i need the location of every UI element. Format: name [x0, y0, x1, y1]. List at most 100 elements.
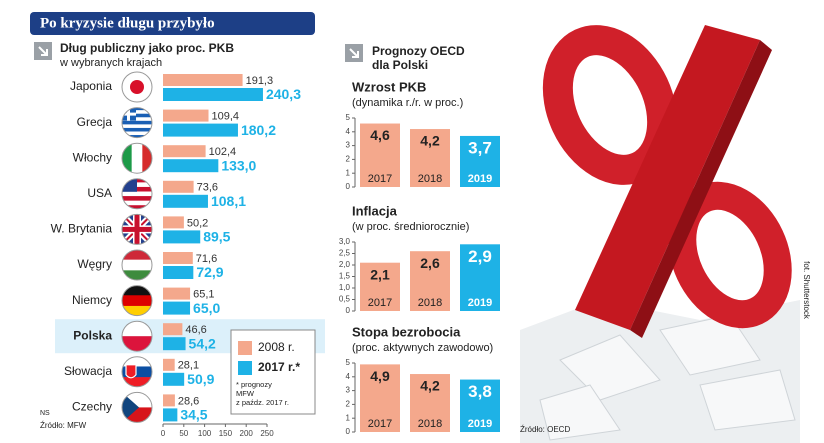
photo-credit: fot. Shutterstock: [802, 261, 811, 320]
legend-swatch: [238, 361, 252, 375]
bar: [163, 159, 219, 173]
section-icon-arrow: [349, 48, 359, 58]
flag-part: [130, 80, 144, 94]
flag-clip: [122, 143, 152, 174]
bar: [163, 194, 208, 208]
bar: [360, 123, 400, 187]
bar: [410, 374, 450, 432]
x-tick-label: 250: [260, 429, 274, 438]
bar: [163, 180, 194, 193]
flag-part: [122, 285, 152, 296]
y-tick-label: 2: [346, 155, 351, 164]
flag-part: [122, 143, 132, 174]
title-band: [30, 12, 315, 35]
x-tick-label: 150: [219, 429, 233, 438]
bar: [410, 251, 450, 311]
flag-part: [122, 356, 152, 367]
flag-ring: [121, 356, 153, 388]
value-label: 109,4: [212, 111, 240, 123]
flag-clip: [122, 392, 152, 423]
value-label: 65,1: [193, 289, 214, 301]
category-label: Czechy: [72, 400, 112, 414]
flag-part: [122, 112, 136, 116]
bar: [163, 109, 209, 122]
category-label: Słowacja: [64, 364, 112, 378]
x-tick-label: 0: [161, 429, 166, 438]
flag-clip: [122, 285, 152, 316]
y-tick-label: 2,5: [339, 249, 351, 258]
value-label: 50,2: [187, 217, 208, 229]
flag-part: [122, 250, 152, 260]
value-label: 34,5: [180, 407, 207, 423]
bar: [360, 262, 400, 311]
x-tick-label: 2019: [468, 297, 492, 309]
bar: [163, 252, 193, 264]
chart-title: Stopa bezrobocia: [352, 324, 461, 339]
flag-clip: [122, 178, 152, 209]
bar: [163, 216, 184, 229]
x-tick-label: 2018: [418, 418, 442, 430]
bar: [163, 358, 175, 371]
y-tick-label: 3,0: [339, 237, 351, 246]
y-tick-label: 3: [346, 386, 351, 395]
category-label: W. Brytania: [51, 222, 113, 236]
chart-subtitle: (w proc. średniorocznie): [352, 221, 469, 233]
flag-ring: [121, 320, 153, 352]
page-title: Po kryzysie długu przybyło: [40, 15, 215, 31]
y-tick-label: 0: [346, 427, 351, 436]
flag-clip: [122, 356, 152, 387]
flag-clip: [122, 214, 152, 245]
y-tick-label: 2: [346, 400, 351, 409]
y-tick-label: 1: [346, 413, 351, 422]
bar: [163, 145, 206, 158]
flag-part: [122, 295, 152, 307]
percent-illustration: [520, 25, 800, 443]
y-tick-label: 4: [346, 372, 351, 381]
footnote: MFW: [236, 389, 255, 398]
forecast-heading: Prognozy OECD: [372, 44, 465, 58]
flag-ring: [121, 142, 153, 174]
x-tick-label: 100: [198, 429, 212, 438]
flag-ring: [121, 249, 153, 281]
flag-ring: [121, 71, 153, 103]
x-tick-label: 2019: [468, 173, 492, 185]
bar: [163, 123, 238, 137]
category-label: Japonia: [70, 79, 112, 93]
y-tick-label: 0: [346, 182, 351, 191]
flag-part: [122, 200, 152, 206]
x-tick-label: 2017: [368, 173, 392, 185]
flag-part: [122, 113, 152, 118]
bar: [163, 287, 191, 300]
flag-part: [134, 214, 140, 245]
legend-label: 2017 r.*: [258, 360, 300, 374]
footnote: * prognozy: [236, 380, 272, 389]
flag-ring: [121, 391, 153, 423]
flag-part: [122, 392, 139, 423]
flag-clip: [122, 250, 152, 280]
value-label: 2,6: [420, 255, 440, 271]
y-tick-label: 1: [346, 168, 351, 177]
value-label: 28,6: [178, 395, 199, 407]
value-label: 50,9: [187, 371, 214, 387]
y-tick-label: 5: [346, 113, 351, 122]
flag: [121, 285, 153, 317]
y-tick-label: 1,5: [339, 272, 351, 281]
flag-part: [122, 305, 152, 316]
value-label: 4,6: [370, 127, 390, 143]
flag-part: [122, 321, 152, 337]
flag-part: [142, 143, 152, 174]
footnote: z paźdz. 2017 r.: [236, 398, 289, 407]
bar: [163, 230, 201, 244]
value-label: 3,8: [468, 382, 492, 401]
author: NS: [40, 410, 50, 417]
bar: [163, 408, 178, 422]
flag-part: [122, 191, 152, 197]
x-tick-label: 200: [240, 429, 254, 438]
x-tick-label: 2018: [418, 173, 442, 185]
flag-ring: [121, 213, 153, 245]
flag-part: [122, 124, 152, 129]
y-tick-label: 0,5: [339, 295, 351, 304]
y-tick-label: 3: [346, 141, 351, 150]
flag-part: [122, 336, 152, 352]
